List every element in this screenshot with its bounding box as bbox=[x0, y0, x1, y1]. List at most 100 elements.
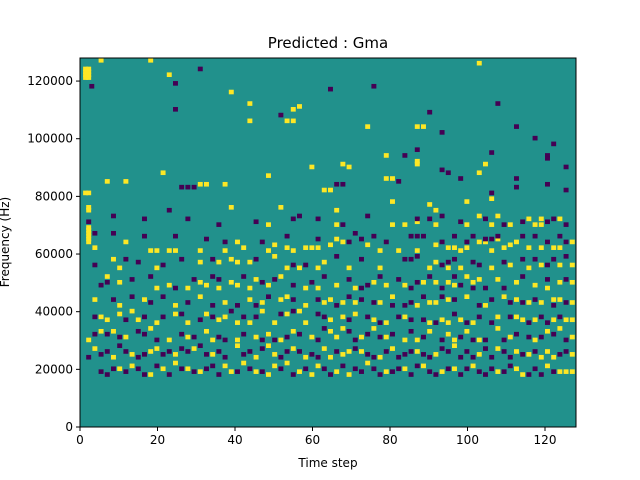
heatmap-cell bbox=[235, 303, 240, 308]
heatmap-cell bbox=[272, 242, 278, 248]
heatmap-cell bbox=[117, 343, 123, 349]
heatmap-cell bbox=[433, 222, 439, 227]
heatmap-cell bbox=[520, 317, 526, 323]
heatmap-cell bbox=[241, 274, 247, 279]
heatmap-cell bbox=[421, 352, 426, 357]
heatmap-cell bbox=[253, 303, 259, 308]
heatmap-cell bbox=[495, 369, 501, 374]
chart-title: Predicted : Gma bbox=[268, 34, 388, 52]
heatmap-cell bbox=[421, 294, 426, 299]
heatmap-cell bbox=[210, 337, 216, 343]
heatmap-cell bbox=[551, 245, 557, 250]
heatmap-cell bbox=[476, 303, 482, 308]
heatmap-cell bbox=[557, 326, 563, 331]
heatmap-cell bbox=[297, 265, 302, 271]
heatmap-cell bbox=[228, 256, 234, 262]
heatmap-cell bbox=[557, 314, 563, 320]
heatmap-cell bbox=[98, 282, 104, 288]
heatmap-cell bbox=[557, 233, 563, 239]
heatmap-cell bbox=[390, 331, 395, 337]
heatmap-cell bbox=[266, 343, 271, 349]
heatmap-cell bbox=[538, 262, 544, 268]
y-tick-label: 20000 bbox=[35, 362, 73, 376]
heatmap-cell bbox=[520, 300, 526, 305]
heatmap-cell bbox=[520, 352, 526, 357]
heatmap-cell bbox=[185, 334, 191, 340]
heatmap-cell bbox=[228, 279, 234, 285]
heatmap-cell bbox=[123, 239, 129, 245]
heatmap-cell bbox=[439, 213, 445, 219]
heatmap-cell bbox=[135, 259, 141, 265]
x-axis: 0 20 40 60 80 100 120 bbox=[76, 427, 556, 447]
heatmap-cell bbox=[340, 314, 346, 320]
heatmap-cell bbox=[445, 331, 451, 337]
heatmap-cell bbox=[526, 216, 532, 222]
heatmap-cell bbox=[247, 349, 253, 354]
heatmap-cell bbox=[383, 369, 389, 374]
heatmap-cell bbox=[569, 317, 575, 323]
heatmap-cell bbox=[197, 369, 203, 374]
heatmap-cell bbox=[359, 349, 364, 354]
heatmap-cell bbox=[86, 225, 92, 230]
heatmap-cell bbox=[185, 216, 191, 222]
heatmap-cell bbox=[377, 372, 383, 377]
heatmap-cell bbox=[204, 236, 209, 242]
heatmap-cell bbox=[532, 366, 538, 372]
heatmap-cell bbox=[526, 334, 532, 340]
heatmap-cell bbox=[365, 242, 371, 248]
heatmap-cell bbox=[142, 233, 147, 239]
heatmap-cell bbox=[390, 303, 395, 308]
y-tick-label: 60000 bbox=[35, 247, 73, 261]
heatmap-cell bbox=[303, 354, 309, 360]
heatmap-cell bbox=[129, 294, 135, 299]
heatmap-cell bbox=[569, 300, 575, 305]
heatmap-cell bbox=[346, 372, 352, 377]
heatmap-cell bbox=[551, 331, 557, 337]
heatmap-cell bbox=[135, 354, 141, 360]
heatmap-cell bbox=[104, 317, 110, 323]
heatmap-cell bbox=[135, 317, 141, 323]
heatmap-cell bbox=[284, 360, 290, 366]
heatmap-cell bbox=[191, 334, 197, 340]
heatmap-cell bbox=[278, 297, 284, 302]
heatmap-cell bbox=[173, 107, 178, 112]
heatmap-cell bbox=[340, 222, 346, 227]
heatmap-cell bbox=[476, 352, 482, 357]
heatmap-cell bbox=[86, 354, 92, 360]
heatmap-cell bbox=[464, 245, 470, 250]
heatmap-cell bbox=[309, 334, 315, 340]
y-axis: 0 20000 40000 60000 80000 100000 120000 bbox=[27, 74, 80, 434]
heatmap-cell bbox=[359, 297, 364, 302]
heatmap-cell bbox=[303, 245, 309, 250]
heatmap-cell bbox=[396, 354, 402, 360]
heatmap-cell bbox=[538, 245, 544, 250]
heatmap-cell bbox=[290, 328, 296, 334]
heatmap-cell bbox=[297, 331, 302, 337]
heatmap-cell bbox=[551, 297, 557, 302]
heatmap-cell bbox=[464, 349, 470, 354]
heatmap-cell bbox=[545, 219, 550, 225]
heatmap-cell bbox=[266, 372, 271, 377]
heatmap-cell bbox=[433, 259, 439, 265]
heatmap-cell bbox=[495, 346, 501, 351]
heatmap-cell bbox=[241, 352, 247, 357]
heatmap-cell bbox=[501, 337, 507, 343]
heatmap-cell bbox=[247, 259, 253, 265]
heatmap-cell bbox=[266, 222, 271, 227]
heatmap-cell bbox=[83, 75, 89, 80]
heatmap-cell bbox=[321, 300, 327, 305]
heatmap-cell bbox=[489, 354, 495, 360]
y-tick-label: 120000 bbox=[27, 74, 73, 88]
heatmap-cell bbox=[204, 181, 209, 187]
heatmap-cell bbox=[235, 259, 240, 265]
heatmap-cell bbox=[142, 314, 147, 320]
heatmap-cell bbox=[551, 256, 557, 262]
heatmap-cell bbox=[445, 366, 451, 372]
heatmap-cell bbox=[545, 363, 550, 369]
heatmap-cell bbox=[421, 124, 426, 129]
heatmap-cell bbox=[408, 372, 414, 377]
heatmap-cell bbox=[259, 346, 265, 351]
heatmap-cell bbox=[452, 274, 457, 279]
heatmap-cell bbox=[563, 277, 569, 282]
heatmap-cell bbox=[222, 181, 228, 187]
